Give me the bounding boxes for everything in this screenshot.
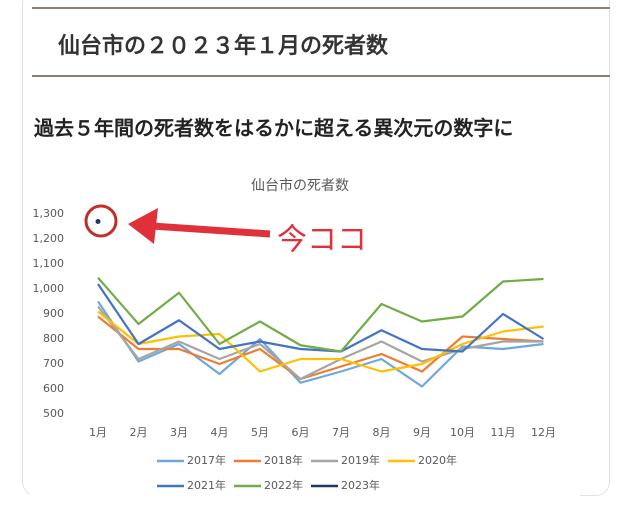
chart-title: 仙台市の死者数	[251, 177, 349, 194]
rule	[32, 7, 610, 9]
chart-area	[30, 165, 580, 497]
x-tick-label: 10月	[450, 426, 475, 439]
rule	[32, 75, 610, 77]
x-tick-label: 4月	[211, 426, 229, 439]
y-tick-label: 500	[43, 407, 64, 420]
legend-label: 2022年	[264, 478, 303, 492]
series-line	[97, 283, 545, 353]
x-tick-label: 9月	[413, 426, 431, 439]
legend-label: 2019年	[341, 453, 380, 467]
legend-label: 2017年	[187, 453, 226, 467]
y-tick-label: 1,100	[33, 257, 65, 270]
series-line	[97, 310, 544, 373]
y-tick-label: 600	[43, 382, 64, 395]
subheading: 過去５年間の死者数をはるかに超える異次元の数字に	[34, 116, 514, 140]
series-line	[97, 277, 544, 353]
x-tick-label: 6月	[292, 426, 310, 439]
y-tick-label: 700	[43, 357, 64, 370]
y-tick-label: 800	[43, 332, 64, 345]
x-tick-label: 5月	[251, 426, 269, 439]
x-tick-label: 11月	[491, 426, 516, 439]
x-tick-label: 2月	[130, 426, 148, 439]
y-tick-label: 900	[43, 307, 64, 320]
legend-label: 2021年	[187, 478, 226, 492]
y-tick-label: 1,200	[33, 232, 65, 245]
x-tick-label: 8月	[373, 426, 391, 439]
x-tick-label: 1月	[89, 426, 107, 439]
legend-label: 2023年	[341, 478, 380, 492]
annotation: 今ココ	[277, 223, 367, 258]
x-tick-label: 7月	[332, 426, 350, 439]
legend-label: 2018年	[264, 453, 303, 467]
y-tick-label: 1,000	[33, 282, 65, 295]
heading: 仙台市の２０２３年１月の死者数	[58, 34, 389, 59]
arrow	[151, 222, 271, 238]
y-tick-label: 1,300	[33, 207, 65, 220]
legend-label: 2020年	[418, 453, 457, 467]
series-line	[97, 305, 544, 381]
series-line	[97, 315, 544, 381]
data-point	[95, 219, 101, 224]
arrow-head	[128, 208, 158, 244]
highlight-circle	[84, 204, 118, 238]
x-tick-label: 3月	[170, 426, 188, 439]
x-tick-label: 12月	[531, 426, 556, 439]
